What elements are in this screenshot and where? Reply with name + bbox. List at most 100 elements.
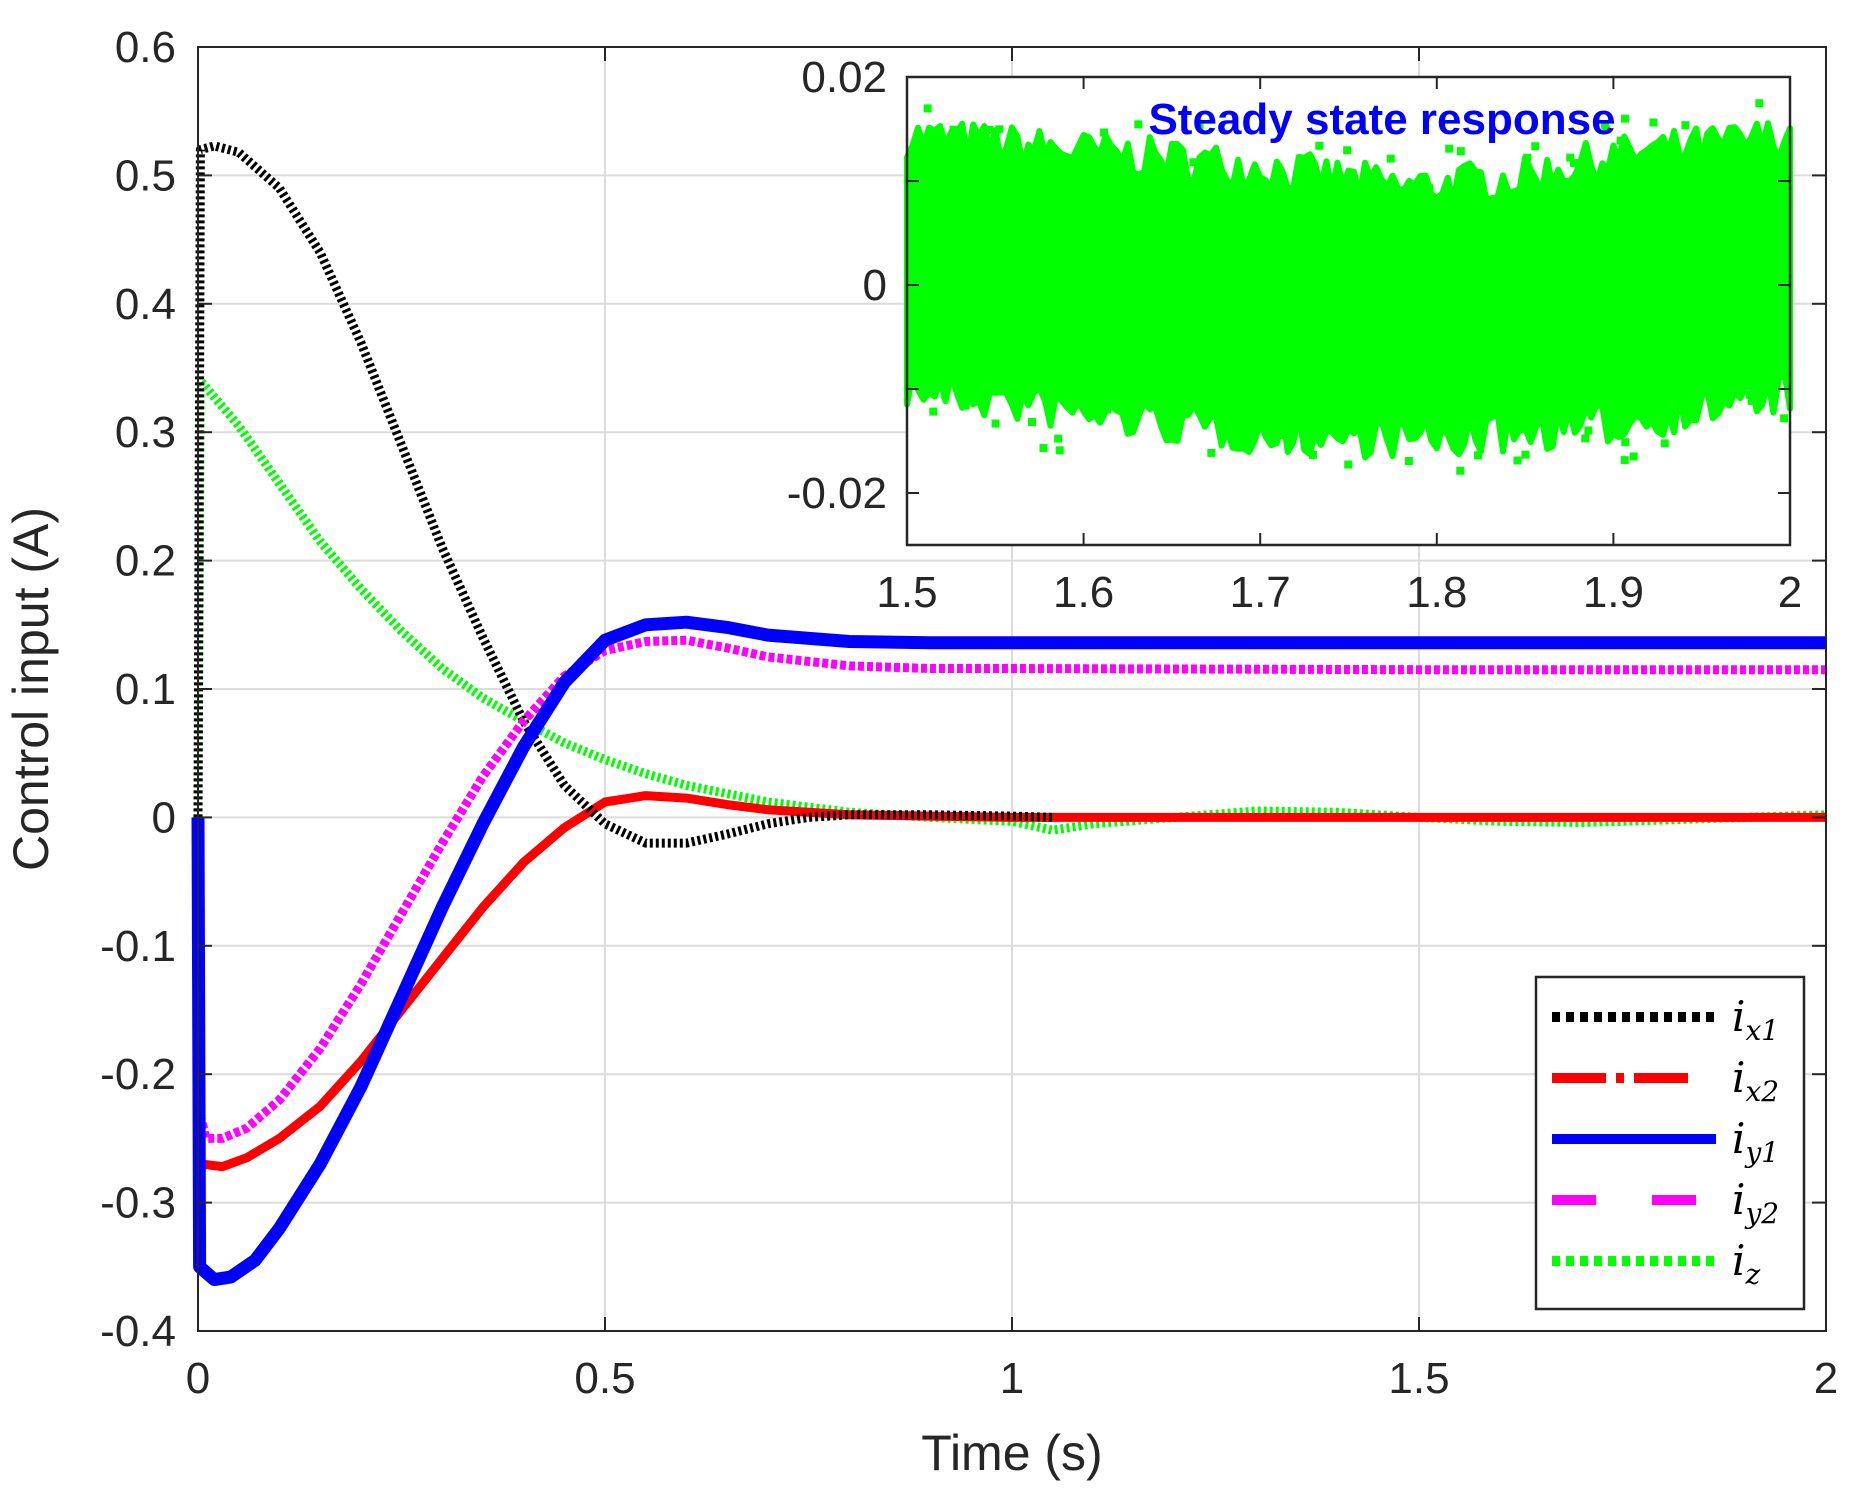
legend-subscript: x1 — [1745, 1014, 1779, 1047]
x-tick-label: 1.5 — [1388, 1354, 1449, 1403]
x-tick-label: 0 — [186, 1354, 210, 1403]
inset-outlier-point — [1616, 136, 1625, 145]
inset-outlier-point — [1280, 431, 1289, 440]
inset-outlier-point — [1584, 426, 1593, 435]
inset-outlier-point — [1039, 444, 1048, 453]
x-tick-label: 2 — [1814, 1354, 1838, 1403]
inset-x-tick-label: 1.6 — [1053, 568, 1114, 617]
inset-outlier-point — [1513, 456, 1522, 465]
inset-y-tick-label: -0.02 — [787, 469, 887, 518]
inset-outlier-point — [1344, 460, 1353, 469]
inset-outlier-point — [1207, 448, 1216, 457]
legend-symbol: i — [1732, 992, 1745, 1041]
y-tick-label: 0.2 — [115, 537, 176, 586]
y-tick-label: 0 — [152, 793, 176, 842]
inset-outlier-point — [1244, 426, 1253, 435]
legend-symbol: i — [1732, 1114, 1745, 1163]
inset-outlier-point — [1456, 466, 1465, 475]
main-series — [191, 141, 1827, 1287]
x-axis-label: Time (s) — [921, 1425, 1102, 1481]
legend-label-iy1: iy1 — [1732, 1114, 1779, 1169]
y-tick-label: 0.3 — [115, 408, 176, 457]
inset-outlier-point — [1569, 159, 1578, 168]
legend-label-ix2: ix2 — [1732, 1053, 1779, 1108]
inset-outlier-point — [1629, 452, 1638, 461]
series-line-ix1 — [193, 141, 1053, 848]
series-line-iy1 — [191, 615, 1826, 1287]
inset-outlier-point — [1621, 438, 1630, 447]
inset-outlier-point — [1189, 158, 1198, 167]
inset-outlier-point — [1640, 155, 1649, 164]
inset-outlier-point — [1531, 142, 1540, 151]
y-tick-label: -0.3 — [100, 1179, 176, 1228]
inset-outlier-point — [1681, 121, 1690, 130]
y-tick-label: 0.5 — [115, 151, 176, 200]
inset-outlier-point — [1474, 451, 1483, 460]
legend-label-ix1: ix1 — [1732, 992, 1779, 1047]
inset-outlier-point — [1620, 114, 1629, 123]
inset-outlier-point — [1054, 434, 1063, 443]
inset-x-tick-label: 1.5 — [876, 568, 937, 617]
inset-outlier-point — [1660, 140, 1669, 149]
inset-outlier-point — [1028, 418, 1037, 427]
inset-outlier-point — [1308, 450, 1317, 459]
inset-outlier-point — [1134, 120, 1143, 129]
inset-outlier-point — [1308, 436, 1317, 445]
inset-outlier-point — [1746, 390, 1755, 399]
inset-outlier-point — [1520, 424, 1529, 433]
inset-x-tick-label: 1.8 — [1406, 568, 1467, 617]
y-tick-label: 0.4 — [115, 280, 176, 329]
inset-outlier-point — [1315, 141, 1324, 150]
inset-outlier-point — [1386, 154, 1395, 163]
inset-x-tick-label: 1.7 — [1230, 568, 1291, 617]
inset-outlier-point — [1013, 390, 1022, 399]
inset-outlier-point — [1704, 149, 1713, 158]
inset-outlier-point — [1581, 434, 1590, 443]
inset-outlier-point — [1649, 118, 1658, 127]
inset-outlier-point — [1780, 414, 1789, 423]
inset-outlier-point — [1523, 153, 1532, 162]
legend-symbol: i — [1732, 1053, 1745, 1102]
inset-outlier-point — [1445, 144, 1454, 153]
inset-outlier-point — [1755, 99, 1764, 108]
inset-x-tick-label: 2 — [1778, 568, 1802, 617]
main-ticks: 0 0.5 1 1.5 2 -0.4 -0.3 -0.2 -0.1 0 0.1 0.2 0.3 0.4 0.… — [100, 23, 1838, 1403]
inset-title: Steady state response — [1148, 95, 1615, 144]
legend-label-iz: iz — [1732, 1236, 1760, 1291]
inset-outlier-point — [929, 407, 938, 416]
legend-subscript: y2 — [1743, 1197, 1779, 1230]
inset-axes-box — [905, 75, 1792, 547]
inset-outlier-point — [1566, 153, 1575, 162]
y-axis-label: Control input (A) — [3, 507, 59, 871]
inset-outlier-point — [1660, 439, 1669, 448]
legend-label-iy2: iy2 — [1732, 1175, 1779, 1230]
inset-outlier-point — [1195, 121, 1204, 130]
inset-outlier-point — [940, 390, 949, 399]
inset-outlier-point — [1343, 146, 1352, 155]
inset-outlier-point — [1103, 405, 1112, 414]
inset-outlier-point — [923, 104, 932, 113]
inset-outlier-point — [1101, 146, 1110, 155]
inset-outlier-point — [1620, 456, 1629, 465]
inset-outlier-point — [1456, 147, 1465, 156]
y-tick-label: 0.1 — [115, 665, 176, 714]
inset-outlier-point — [1425, 184, 1434, 193]
inset-y-tick-label: 0 — [863, 261, 887, 310]
inset-chart: 1.5 1.6 1.7 1.8 1.9 2 -0.02 0 0.02 Steady state r… — [787, 53, 1803, 617]
legend-subscript: x2 — [1745, 1075, 1779, 1108]
inset-outlier-point — [1601, 120, 1610, 129]
legend-subscript: y1 — [1743, 1136, 1779, 1169]
y-tick-label: 0.6 — [115, 23, 176, 72]
inset-outlier-point — [1404, 456, 1413, 465]
inset-outlier-point — [995, 125, 1004, 134]
inset-outlier-point — [1055, 446, 1064, 455]
y-tick-label: -0.1 — [100, 922, 176, 971]
inset-outlier-point — [991, 419, 1000, 428]
inset-outlier-point — [1099, 128, 1108, 137]
legend-symbol: i — [1732, 1175, 1745, 1224]
x-tick-label: 0.5 — [574, 1354, 635, 1403]
inset-outlier-point — [961, 401, 970, 410]
series-line-iy2 — [193, 635, 1826, 1143]
